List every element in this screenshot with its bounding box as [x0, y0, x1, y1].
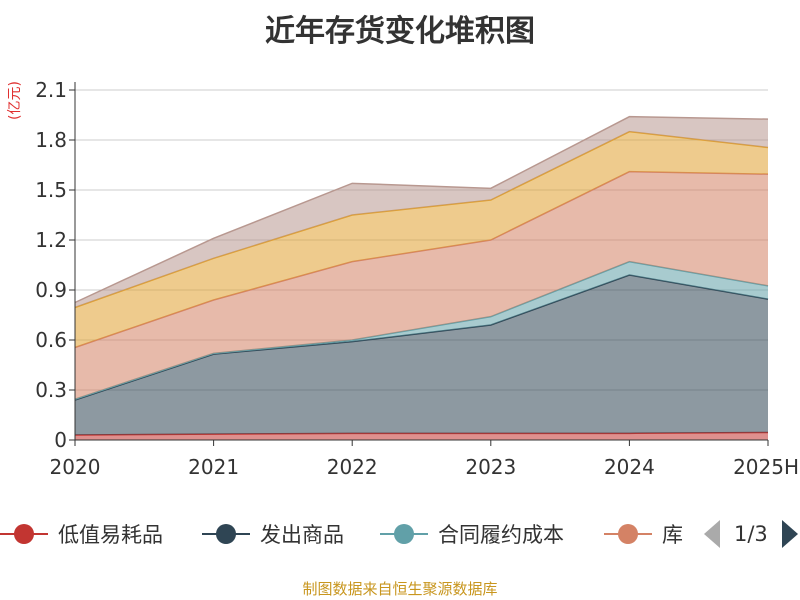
legend-marker-icon — [202, 522, 250, 546]
legend-item-low-value-consumables[interactable]: 低值易耗品 — [0, 516, 163, 552]
legend-pager: 1/3 — [704, 516, 798, 552]
area-series-4 — [75, 131, 768, 348]
legend-label: 低值易耗品 — [58, 523, 163, 547]
line-series-5 — [74, 115, 769, 304]
legend-page-indicator: 1/3 — [734, 522, 768, 546]
area-series-5 — [75, 116, 768, 308]
prev-page-icon[interactable] — [704, 520, 720, 548]
chart-title: 近年存货变化堆积图 — [265, 14, 535, 49]
y-tick-label: 0.6 — [35, 328, 67, 352]
legend-item-inventory-goods[interactable]: 库 — [604, 516, 683, 552]
legend-marker-icon — [0, 522, 48, 546]
data-source-note: 制图数据来自恒生聚源数据库 — [302, 580, 498, 598]
x-tick-label: 2022 — [327, 455, 378, 479]
y-tick-label: 2.1 — [35, 78, 67, 102]
legend-marker-icon — [380, 522, 428, 546]
x-tick-label: 2021 — [188, 455, 239, 479]
x-tick-label: 2020 — [50, 455, 101, 479]
legend-item-contract-cost[interactable]: 合同履约成本 — [380, 516, 564, 552]
area-series-1 — [75, 275, 768, 435]
legend-label: 库 — [662, 523, 683, 547]
y-tick-label: 1.5 — [35, 178, 67, 202]
y-tick-label: 1.8 — [35, 128, 67, 152]
next-page-icon[interactable] — [781, 520, 798, 548]
x-tick-label: 2025H — [733, 455, 799, 479]
y-tick-label: 1.2 — [35, 228, 67, 252]
legend-marker-icon — [604, 522, 652, 546]
y-tick-label: 0 — [54, 428, 67, 452]
y-tick-label: 0.9 — [35, 278, 67, 302]
x-tick-label: 2024 — [604, 455, 655, 479]
legend-label: 发出商品 — [260, 523, 344, 547]
x-tick-label: 2023 — [465, 455, 516, 479]
legend-label: 合同履约成本 — [438, 523, 564, 547]
area-series-2 — [75, 261, 768, 400]
area-series-3 — [75, 171, 768, 400]
legend: 低值易耗品 发出商品 合同履约成本 库 — [0, 516, 800, 552]
y-tick-label: 0.3 — [35, 378, 67, 402]
legend-item-goods-shipped[interactable]: 发出商品 — [202, 516, 344, 552]
